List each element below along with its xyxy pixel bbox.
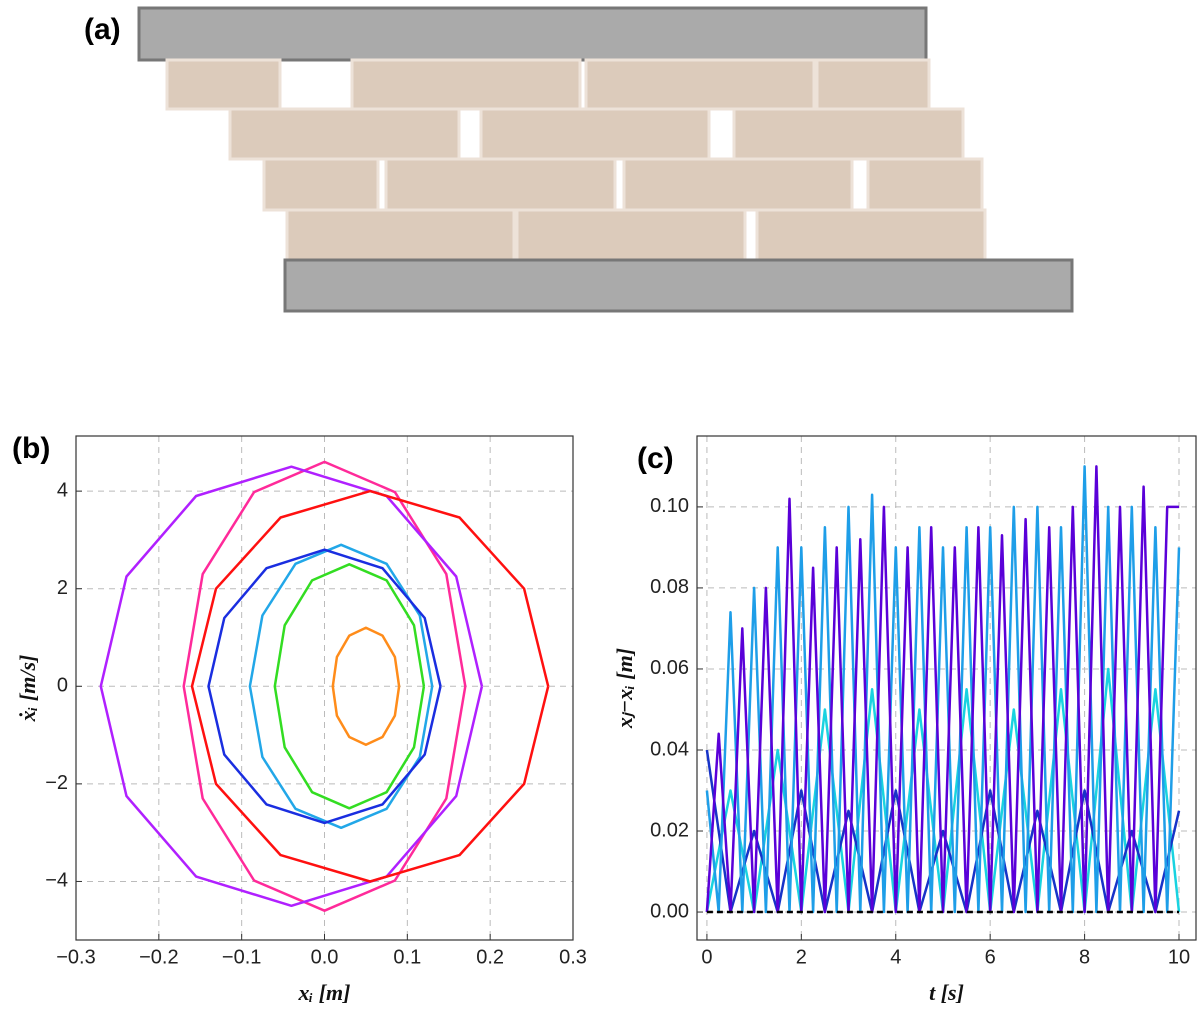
x-tick-label: 0 [701, 946, 712, 968]
plot-frame [696, 435, 1197, 941]
plot: −0.3 −0.2 −0.1 0.0 0.1 0.2 0.3 −4 −2 0 2 4 (b) xᵢ [m]… [12, 432, 587, 1005]
brick [584, 58, 816, 111]
brick [515, 208, 747, 262]
y-tick-label: 0.02 [650, 819, 689, 841]
x-tick-label: −0.1 [222, 946, 261, 968]
x-tick-label: 0.0 [311, 946, 339, 968]
y-tick-label: −4 [45, 870, 68, 892]
series-line [248, 543, 434, 830]
x-tick-label: −0.2 [139, 946, 178, 968]
x-axis-title: t [s] [929, 980, 964, 1005]
brick [622, 157, 854, 212]
panel-label: (a) [84, 13, 121, 46]
series-line [705, 465, 1181, 914]
series-line [207, 548, 442, 825]
x-tick-label: −0.3 [56, 946, 95, 968]
y-tick-label: 0.08 [650, 576, 689, 598]
series-line [190, 489, 550, 883]
panel-label: (b) [12, 432, 50, 465]
x-tick-label: 8 [1079, 946, 1090, 968]
x-axis-title: xᵢ [m] [298, 980, 351, 1005]
series-line [331, 626, 401, 747]
plot-frame [75, 435, 574, 941]
series-line [182, 460, 467, 912]
brick [350, 58, 582, 111]
brick [285, 208, 516, 262]
brick [165, 58, 282, 111]
series-line [705, 465, 1179, 914]
y-axis-title: xⱼ−xᵢ [m] [612, 648, 637, 729]
brick [262, 157, 380, 212]
x-tick-label: 0.3 [559, 946, 587, 968]
brick [732, 107, 965, 161]
y-tick-label: −2 [45, 772, 68, 794]
y-tick-label: 0.00 [650, 900, 689, 922]
top-plate [137, 6, 928, 62]
y-tick-label: 4 [57, 479, 68, 501]
brick [228, 107, 461, 161]
brick [755, 208, 987, 262]
x-tick-label: 6 [985, 946, 996, 968]
y-tick-label: 0.06 [650, 657, 689, 679]
y-tick-label: 0.10 [650, 495, 689, 517]
series-line [273, 563, 426, 810]
x-tick-label: 4 [890, 946, 901, 968]
bottom-plate [283, 258, 1074, 313]
brick [479, 107, 711, 161]
brick [384, 157, 617, 212]
x-tick-label: 10 [1168, 946, 1190, 968]
series-line [705, 749, 1181, 914]
panel-label: (c) [637, 442, 674, 475]
x-tick-label: 0.1 [393, 946, 421, 968]
diagram-a: (a) [84, 6, 1074, 313]
x-tick-label: 2 [796, 946, 807, 968]
plot: 0 2 4 6 8 10 0.00 0.02 0.04 0.06 0.08 0.10 (c) t [s] x… [612, 435, 1197, 1005]
y-axis-title: ẋᵢ [m/s] [15, 655, 40, 723]
y-tick-label: 0.04 [650, 738, 689, 760]
x-tick-label: 0.2 [476, 946, 504, 968]
brick [815, 58, 931, 111]
brick [866, 157, 984, 212]
y-tick-label: 0 [57, 675, 68, 697]
y-tick-label: 2 [57, 577, 68, 599]
